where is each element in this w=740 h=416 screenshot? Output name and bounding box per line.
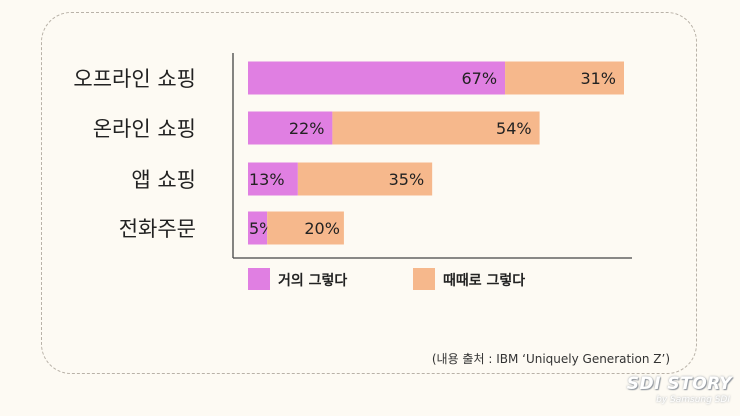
- source-note: (내용 출처 : IBM ‘Uniquely Generation Z’): [431, 352, 670, 366]
- data-label: 31%: [580, 69, 616, 88]
- data-label: 54%: [496, 119, 532, 138]
- legend-label: 거의 그렇다: [278, 272, 347, 289]
- bar-segment-sometimes: [297, 162, 433, 196]
- watermark-subtitle: by Samsung SDI: [656, 395, 730, 405]
- bar-segment-mostly: [248, 162, 298, 196]
- chart-frame: [41, 12, 697, 374]
- bar-segment-mostly: [248, 61, 506, 95]
- bar-segment-sometimes: [267, 211, 344, 245]
- legend-label: 때때로 그렇다: [443, 273, 525, 289]
- bar-segment-sometimes: [505, 61, 624, 95]
- category-label: 앱 쇼핑: [131, 168, 196, 192]
- category-label: 전화주문: [119, 217, 196, 241]
- data-label: 22%: [289, 119, 325, 138]
- data-label: 67%: [461, 69, 497, 88]
- bar-segment-sometimes: [332, 111, 540, 145]
- bar-segment-mostly: [248, 211, 268, 245]
- legend-swatch: [413, 268, 435, 290]
- data-label: 13%: [249, 170, 285, 189]
- category-label: 온라인 쇼핑: [93, 117, 196, 141]
- data-label: 35%: [389, 170, 425, 189]
- watermark-title: SDI STORY: [626, 374, 732, 394]
- category-label: 오프라인 쇼핑: [73, 67, 196, 91]
- bar-segment-mostly: [248, 111, 333, 145]
- data-label: 20%: [304, 219, 340, 238]
- legend-swatch: [248, 268, 270, 290]
